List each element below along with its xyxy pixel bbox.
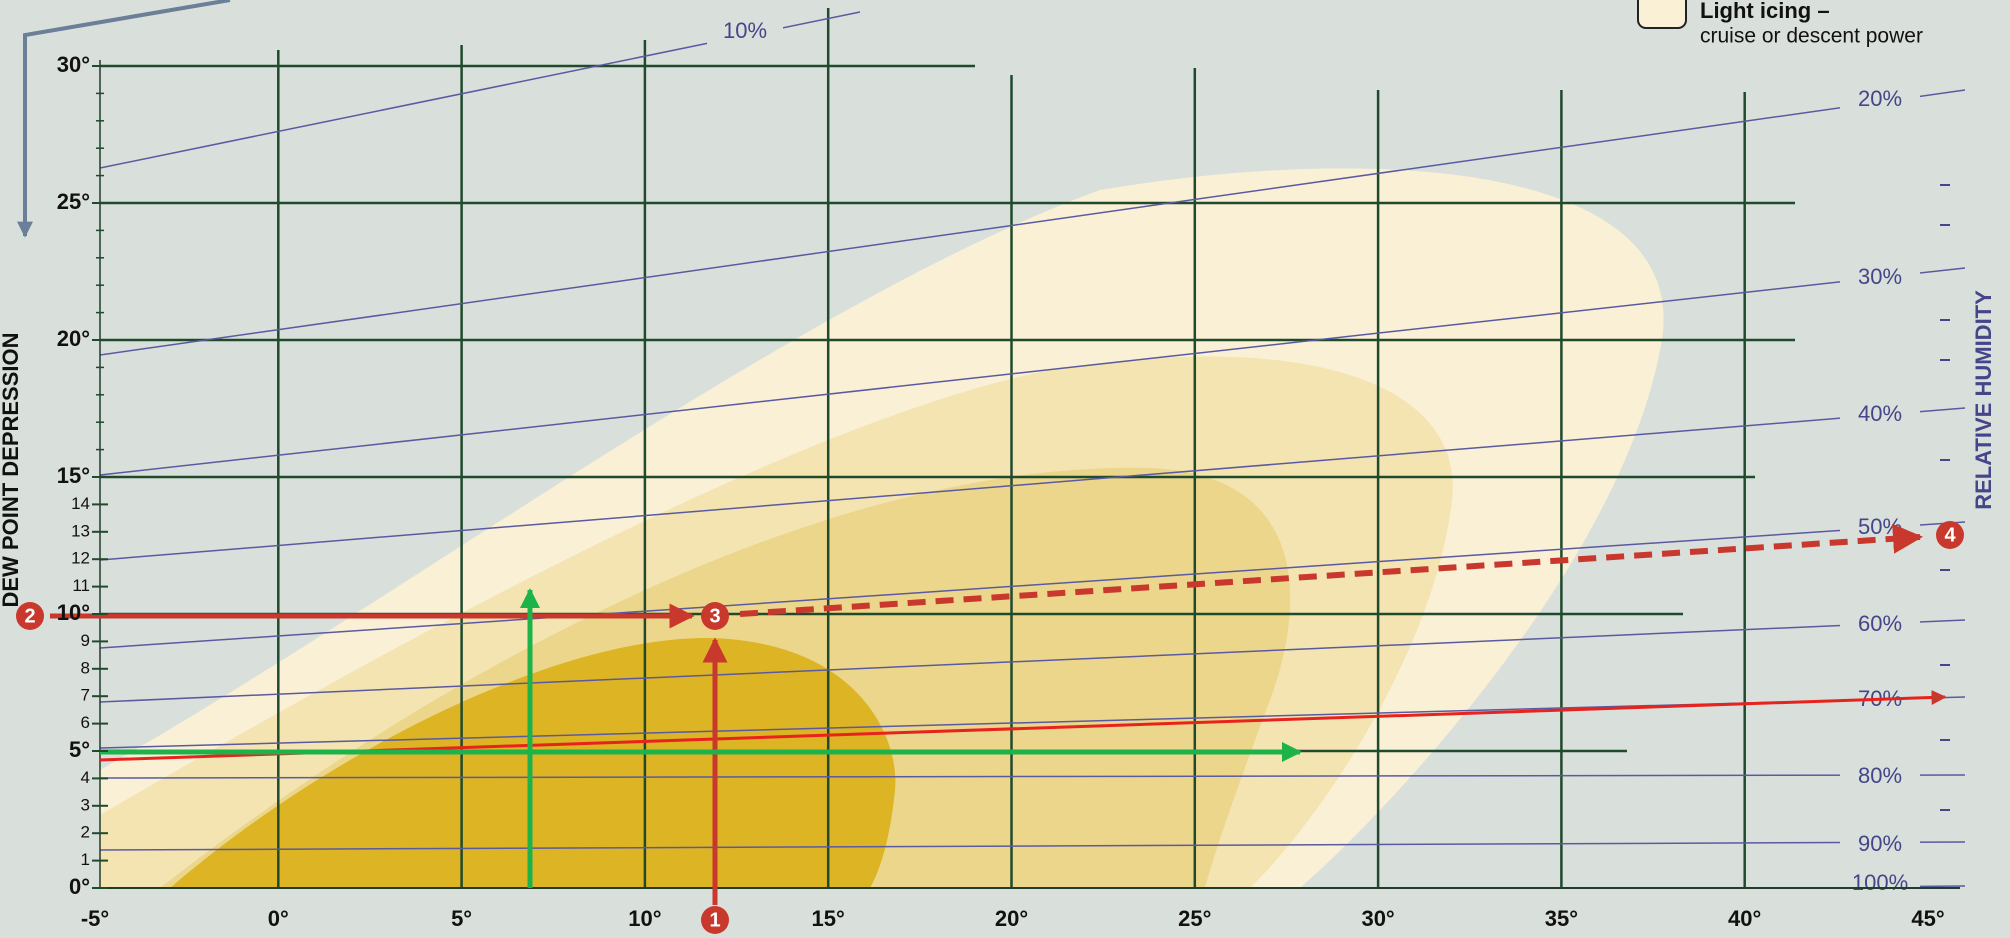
humidity-line <box>99 521 1966 649</box>
y-tick-label: 15° <box>57 463 90 488</box>
x-tick-label: -5° <box>81 906 109 931</box>
humidity-line <box>99 619 1966 703</box>
y-tick-label: 10° <box>57 600 90 625</box>
y-tick-label: 7 <box>81 686 90 705</box>
y-tick-label: 1 <box>81 850 90 869</box>
y-tick-label: 11 <box>72 576 90 595</box>
y-tick-label: 0° <box>69 874 90 899</box>
y-tick-label: 6 <box>81 713 90 732</box>
arrows <box>17 0 1947 905</box>
y-axis-title: DEW POINT DEPRESSION <box>0 332 23 607</box>
legend-swatch <box>1637 0 1687 29</box>
humidity-lines: 10%20%30%40%50%60%70%80%90%100% <box>99 11 1966 897</box>
step-marker <box>1936 521 1964 549</box>
y-tick-label: 3 <box>81 795 90 814</box>
step-markers: 12 34 <box>16 521 1964 934</box>
label-bg <box>1840 612 1920 638</box>
label-bg <box>1840 764 1920 790</box>
y-tick-label: 8 <box>81 658 90 677</box>
icing-regions <box>100 168 1664 889</box>
humidity-label: 10% <box>723 18 767 43</box>
y-tick-label: 5° <box>69 737 90 762</box>
x-tick-label: 35° <box>1545 906 1578 931</box>
humidity-label: 60% <box>1858 611 1902 636</box>
x-tick-label: 5° <box>451 906 472 931</box>
legend-label: Light icing – <box>1700 0 1830 23</box>
label-bg <box>1840 265 1920 291</box>
legend-sublabel: cruise or descent power <box>1700 25 1923 48</box>
step-number: 1 <box>709 909 720 931</box>
step-arrow <box>739 523 1923 617</box>
x-tick-label: 30° <box>1361 906 1394 931</box>
humidity-label: 90% <box>1858 831 1902 856</box>
step-number: 4 <box>1944 524 1956 546</box>
y-tick-label: 13 <box>71 521 90 540</box>
step-number: 3 <box>709 605 720 627</box>
x-tick-label: 10° <box>628 906 661 931</box>
humidity-label: 20% <box>1858 86 1902 111</box>
humidity-line <box>99 89 1966 356</box>
x-tick-label: 15° <box>812 906 845 931</box>
y-tick-label: 9 <box>81 631 90 650</box>
label-bg <box>1840 871 1920 897</box>
humidity-line <box>99 841 1966 851</box>
y-tick-label: 2 <box>81 823 90 842</box>
humidity-line <box>99 267 1966 476</box>
step-marker <box>701 602 729 630</box>
y-tick-label: 30° <box>57 52 90 77</box>
humidity-label: 50% <box>1858 514 1902 539</box>
x-tick-label: 40° <box>1728 906 1761 931</box>
label-bg <box>1840 402 1920 428</box>
y-tick-label: 25° <box>57 189 90 214</box>
humidity-line <box>99 407 1966 561</box>
label-bg <box>1840 832 1920 858</box>
humidity-label: 80% <box>1858 763 1902 788</box>
y-tick-label: 4 <box>81 768 90 787</box>
humidity-label: 30% <box>1858 264 1902 289</box>
humidity-line <box>99 774 1966 779</box>
humidity-label: 100% <box>1852 870 1908 895</box>
y-tick-label: 12 <box>71 549 90 568</box>
reading-arrow <box>17 0 231 238</box>
step-marker <box>16 602 44 630</box>
x-tick-label: 25° <box>1178 906 1211 931</box>
x-tick-label: 0° <box>268 906 289 931</box>
y-tick-label: 14 <box>71 494 90 513</box>
label-bg <box>1840 87 1920 113</box>
x-tick-label: 45° <box>1911 906 1944 931</box>
y2-axis-title: RELATIVE HUMIDITY <box>1971 290 1996 510</box>
step-marker <box>701 906 729 934</box>
x-tick-label: 20° <box>995 906 1028 931</box>
legend: Light icing – cruise or descent power <box>1637 0 1923 48</box>
step-number: 2 <box>24 605 35 627</box>
label-bg <box>707 19 783 45</box>
humidity-label: 40% <box>1858 401 1902 426</box>
y-tick-label: 20° <box>57 326 90 351</box>
